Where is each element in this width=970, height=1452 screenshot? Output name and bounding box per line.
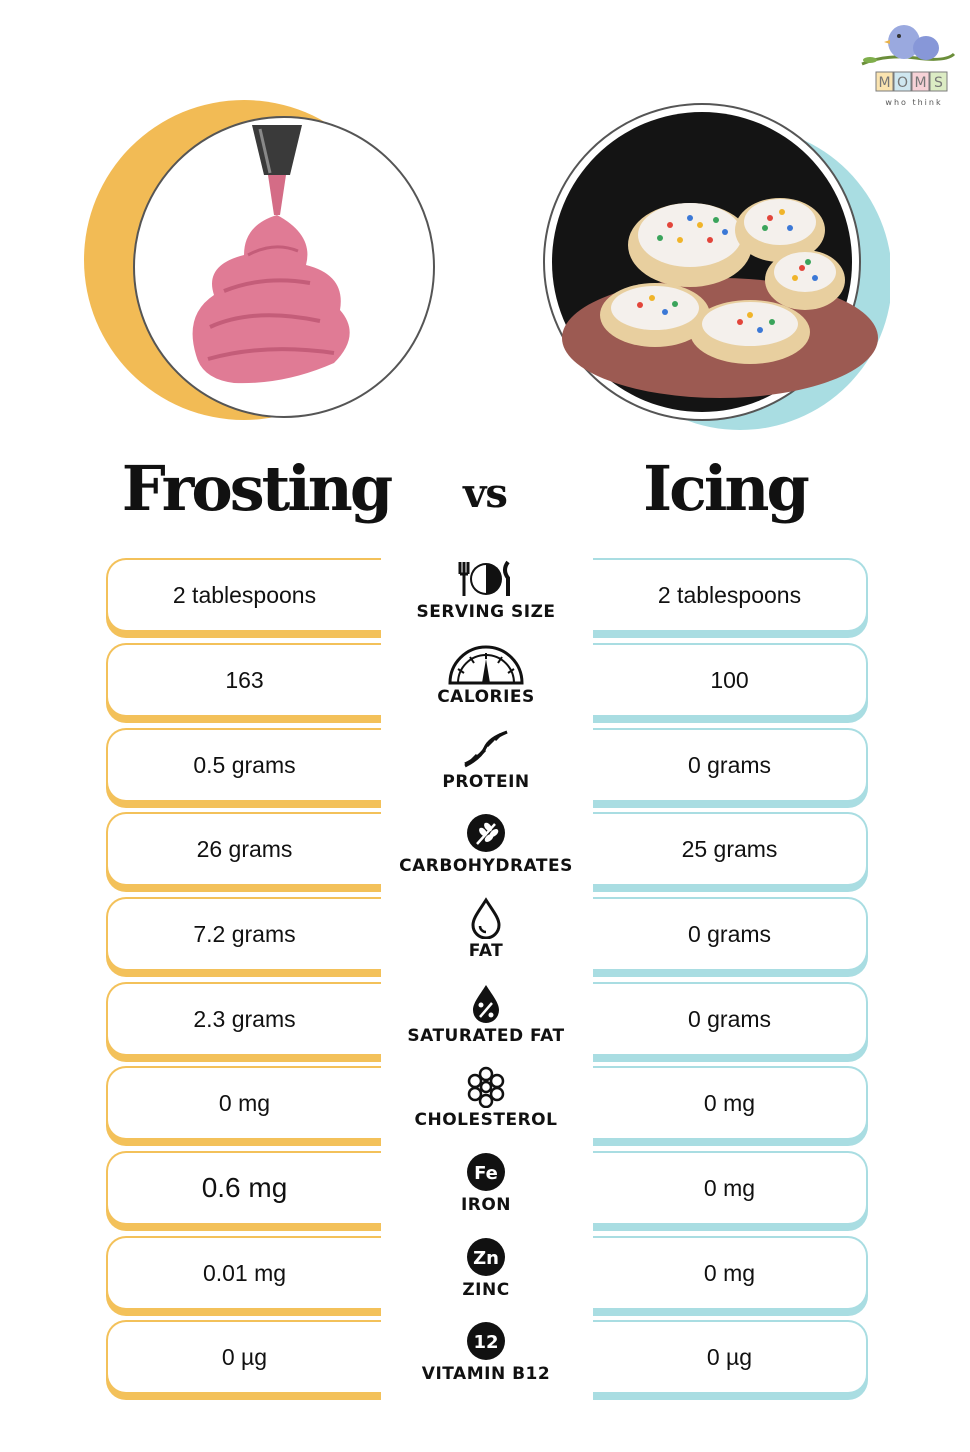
icing-value: 0 grams bbox=[593, 897, 868, 971]
logo-tagline: who think bbox=[885, 98, 942, 107]
saturated-fat-label: SATURATED FAT bbox=[407, 1026, 565, 1046]
frosting-value: 7.2 grams bbox=[106, 897, 381, 971]
zinc-badge-icon: Zn bbox=[467, 1238, 505, 1276]
frosting-value: 26 grams bbox=[106, 812, 381, 886]
wheat-icon bbox=[467, 814, 505, 852]
frosting-value: 0 µg bbox=[106, 1320, 381, 1394]
frosting-value: 0.01 mg bbox=[106, 1236, 381, 1310]
row-cholesterol: 0 mg CHOLESTEROL 0 mg bbox=[0, 1066, 970, 1146]
icing-value: 0 grams bbox=[593, 728, 868, 802]
logo-letter: M bbox=[878, 75, 890, 91]
fat-cell: FAT bbox=[395, 897, 577, 977]
protein-label: PROTEIN bbox=[442, 772, 530, 792]
b12-badge-icon: 12 bbox=[467, 1322, 505, 1360]
protein-cell: PROTEIN bbox=[395, 728, 577, 808]
logo-letter: M bbox=[914, 75, 926, 91]
icing-value: 2 tablespoons bbox=[593, 558, 868, 632]
row-saturated-fat: 2.3 grams SATURATED FAT 0 grams bbox=[0, 982, 970, 1062]
icing-value: 0 grams bbox=[593, 982, 868, 1056]
gauge-icon bbox=[448, 645, 524, 685]
vitamin-b12-cell: 12 VITAMIN B12 bbox=[395, 1320, 577, 1400]
iron-label: IRON bbox=[460, 1195, 512, 1215]
zinc-label: ZINC bbox=[462, 1280, 510, 1300]
utensils-plate-icon bbox=[458, 560, 510, 596]
calories-cell: CALORIES bbox=[395, 643, 577, 723]
row-serving-size: 2 tablespoons SERVING SIZE 2 tablespoons bbox=[0, 558, 970, 638]
carbohydrates-cell: CARBOHYDRATES bbox=[395, 812, 577, 892]
iron-badge-text: Fe bbox=[474, 1163, 498, 1184]
logo-letter: S bbox=[934, 75, 943, 91]
row-iron: 0.6 mg Fe IRON 0 mg bbox=[0, 1151, 970, 1231]
icing-value: 0 mg bbox=[593, 1151, 868, 1225]
row-carbohydrates: 26 grams CARBOHYDRATES 25 grams bbox=[0, 812, 970, 892]
calories-label: CALORIES bbox=[437, 687, 535, 707]
zinc-cell: Zn ZINC bbox=[395, 1236, 577, 1316]
frosting-title: Frosting bbox=[121, 452, 393, 525]
icing-value: 25 grams bbox=[593, 812, 868, 886]
fat-label: FAT bbox=[468, 941, 504, 961]
logo-letter: O bbox=[897, 75, 908, 91]
b12-badge-text: 12 bbox=[473, 1332, 498, 1353]
row-fat: 7.2 grams FAT 0 grams bbox=[0, 897, 970, 977]
carbohydrates-label: CARBOHYDRATES bbox=[399, 856, 573, 876]
molecule-icon bbox=[467, 1066, 505, 1108]
icing-image bbox=[540, 100, 892, 445]
icing-value: 100 bbox=[593, 643, 868, 717]
droplet-icon bbox=[471, 897, 501, 939]
icing-value: 0 µg bbox=[593, 1320, 868, 1394]
dna-icon bbox=[464, 730, 508, 768]
icing-value: 0 mg bbox=[593, 1236, 868, 1310]
row-zinc: 0.01 mg Zn ZINC 0 mg bbox=[0, 1236, 970, 1316]
vs-label: vs bbox=[463, 470, 508, 517]
iron-cell: Fe IRON bbox=[395, 1151, 577, 1231]
frosting-image bbox=[84, 95, 454, 440]
serving-size-label: SERVING SIZE bbox=[416, 602, 556, 622]
frosting-value: 2.3 grams bbox=[106, 982, 381, 1056]
moms-who-think-logo: M O M S who think bbox=[856, 16, 956, 112]
percent-drop-icon bbox=[473, 985, 499, 1023]
frosting-value: 163 bbox=[106, 643, 381, 717]
icing-value: 0 mg bbox=[593, 1066, 868, 1140]
zinc-badge-text: Zn bbox=[473, 1248, 499, 1269]
cholesterol-cell: CHOLESTEROL bbox=[395, 1066, 577, 1146]
vitamin-b12-label: VITAMIN B12 bbox=[421, 1364, 551, 1384]
frosting-value: 0.6 mg bbox=[106, 1151, 381, 1225]
frosting-value: 0.5 grams bbox=[106, 728, 381, 802]
row-protein: 0.5 grams PROTEIN 0 grams bbox=[0, 728, 970, 808]
frosting-value: 0 mg bbox=[106, 1066, 381, 1140]
cholesterol-label: CHOLESTEROL bbox=[414, 1110, 558, 1130]
serving-size-cell: SERVING SIZE bbox=[395, 558, 577, 638]
iron-badge-icon: Fe bbox=[467, 1153, 505, 1191]
row-vitamin-b12: 0 µg 12 VITAMIN B12 0 µg bbox=[0, 1320, 970, 1400]
frosting-value: 2 tablespoons bbox=[106, 558, 381, 632]
icing-title: Icing bbox=[643, 452, 810, 525]
saturated-fat-cell: SATURATED FAT bbox=[395, 982, 577, 1062]
row-calories: 163 CALORIES 100 bbox=[0, 643, 970, 723]
